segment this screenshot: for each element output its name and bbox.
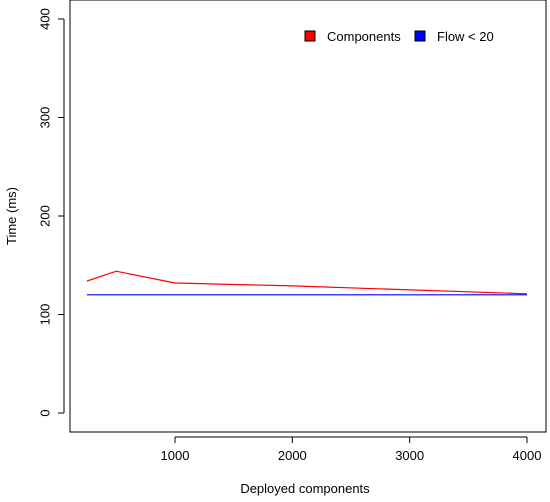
legend-swatch <box>414 30 426 42</box>
x-tick-label: 2000 <box>278 448 307 463</box>
x-axis: 1000 2000 3000 4000 <box>161 436 542 463</box>
legend-label: Flow < 20 <box>437 29 494 44</box>
x-tick-label: 1000 <box>161 448 190 463</box>
legend-label: Components <box>327 29 401 44</box>
y-tick-label: 100 <box>38 304 53 326</box>
x-axis-label: Deployed components <box>240 481 370 496</box>
legend: Components Flow < 20 <box>304 29 494 44</box>
y-tick-label: 200 <box>38 205 53 227</box>
x-tick-label: 3000 <box>395 448 424 463</box>
legend-swatch <box>304 30 316 42</box>
y-tick-label: 400 <box>38 8 53 30</box>
series-layer <box>86 270 528 296</box>
y-tick-label: 300 <box>38 107 53 129</box>
y-axis: 0 100 200 300 400 <box>38 8 65 417</box>
plot-frame <box>69 0 547 433</box>
series-line <box>86 270 528 295</box>
x-tick-label: 4000 <box>513 448 542 463</box>
y-tick-label: 0 <box>38 409 53 416</box>
y-axis-label: Time (ms) <box>4 187 19 245</box>
